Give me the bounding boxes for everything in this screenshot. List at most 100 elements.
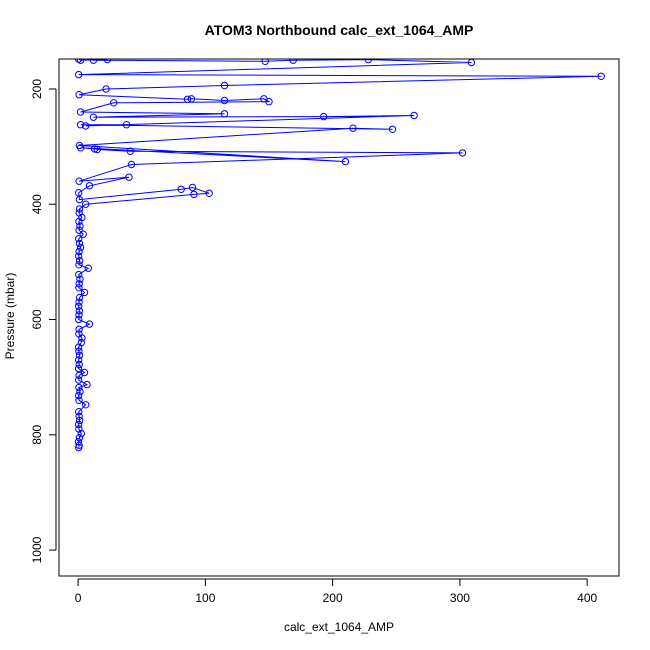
data-point bbox=[75, 280, 83, 288]
data-point bbox=[75, 434, 84, 442]
data-point bbox=[89, 59, 98, 64]
data-point bbox=[75, 59, 83, 63]
y-axis-label: Pressure (mbar) bbox=[3, 273, 17, 360]
data-point bbox=[75, 330, 83, 338]
data-point bbox=[76, 222, 84, 230]
data-point bbox=[188, 183, 197, 192]
data-point bbox=[388, 125, 397, 134]
data-point bbox=[75, 360, 83, 369]
data-point bbox=[76, 59, 85, 64]
axis-ticks: 0 100 200 300 400 200 400 600 800 1000 bbox=[30, 79, 598, 605]
data-point bbox=[75, 247, 83, 256]
data-point bbox=[220, 96, 229, 105]
data-point bbox=[76, 275, 84, 283]
data-point bbox=[177, 185, 185, 194]
y-tick-label: 800 bbox=[30, 424, 44, 444]
data-point bbox=[75, 412, 83, 420]
data-point bbox=[126, 147, 135, 155]
data-point bbox=[75, 70, 83, 79]
data-point bbox=[127, 160, 136, 169]
data-point bbox=[75, 315, 83, 324]
data-point bbox=[75, 235, 83, 243]
data-point bbox=[75, 298, 83, 306]
data-point bbox=[597, 72, 605, 81]
data-point bbox=[75, 425, 83, 433]
data-point bbox=[75, 416, 84, 425]
data-point bbox=[75, 91, 83, 99]
data-point bbox=[289, 59, 297, 64]
data-point bbox=[80, 368, 89, 377]
data-point bbox=[75, 226, 83, 234]
x-tick-label: 400 bbox=[577, 591, 597, 605]
data-point bbox=[110, 99, 118, 107]
data-point bbox=[349, 124, 357, 132]
data-point bbox=[89, 113, 98, 121]
data-point bbox=[102, 85, 110, 93]
data-point bbox=[75, 270, 83, 279]
data-point bbox=[75, 307, 84, 315]
data-point bbox=[82, 200, 90, 208]
plot-frame bbox=[58, 58, 620, 577]
data-point bbox=[122, 121, 131, 129]
y-tick-label: 200 bbox=[30, 79, 44, 99]
data-point bbox=[75, 311, 83, 319]
data-point bbox=[82, 401, 90, 409]
data-point bbox=[76, 121, 85, 129]
data-point bbox=[75, 351, 84, 359]
data-point bbox=[75, 396, 83, 404]
data-point bbox=[341, 157, 350, 166]
data-point bbox=[75, 141, 84, 150]
data-point bbox=[75, 302, 83, 310]
data-point bbox=[75, 205, 84, 213]
data-point bbox=[74, 391, 83, 400]
data-point bbox=[187, 95, 196, 103]
data-point bbox=[75, 209, 83, 217]
data-point bbox=[77, 429, 86, 438]
y-tick-label: 400 bbox=[30, 194, 44, 214]
data-point bbox=[75, 293, 84, 302]
data-point bbox=[80, 288, 89, 297]
series-line bbox=[77, 59, 602, 448]
data-point bbox=[220, 110, 229, 118]
data-point bbox=[320, 112, 328, 121]
data-point bbox=[75, 383, 83, 392]
data-point bbox=[75, 177, 83, 185]
data-point bbox=[410, 111, 418, 120]
x-axis-label: calc_ext_1064_AMP bbox=[284, 620, 394, 634]
data-point bbox=[364, 59, 372, 64]
data-point bbox=[85, 182, 94, 190]
x-tick-label: 100 bbox=[195, 591, 215, 605]
data-point bbox=[85, 320, 94, 328]
data-point bbox=[75, 376, 83, 384]
data-point bbox=[75, 284, 83, 292]
chart-title: ATOM3 Northbound calc_ext_1064_AMP bbox=[205, 22, 474, 38]
data-point bbox=[190, 190, 198, 199]
data-point bbox=[75, 257, 84, 265]
data-point bbox=[90, 145, 99, 153]
data-point bbox=[125, 173, 133, 181]
data-point bbox=[76, 387, 84, 396]
data-point bbox=[76, 243, 85, 252]
data-point bbox=[75, 441, 83, 449]
data-point bbox=[74, 364, 83, 373]
data-point bbox=[83, 380, 91, 389]
data-point bbox=[183, 95, 192, 104]
data-point bbox=[75, 325, 83, 333]
data-point bbox=[77, 338, 86, 347]
data-point bbox=[75, 356, 83, 364]
data-point bbox=[75, 189, 83, 197]
data-point bbox=[261, 59, 269, 65]
y-tick-label: 600 bbox=[30, 309, 44, 329]
data-point bbox=[82, 122, 90, 130]
x-tick-label: 200 bbox=[323, 591, 343, 605]
data-point bbox=[76, 108, 85, 116]
data-point bbox=[458, 149, 467, 157]
data-point bbox=[74, 420, 83, 429]
data-point bbox=[205, 189, 213, 198]
data-point bbox=[103, 59, 112, 64]
data-point bbox=[75, 195, 84, 204]
data-point bbox=[75, 252, 83, 260]
data-point bbox=[75, 239, 84, 248]
data-point bbox=[75, 261, 83, 269]
